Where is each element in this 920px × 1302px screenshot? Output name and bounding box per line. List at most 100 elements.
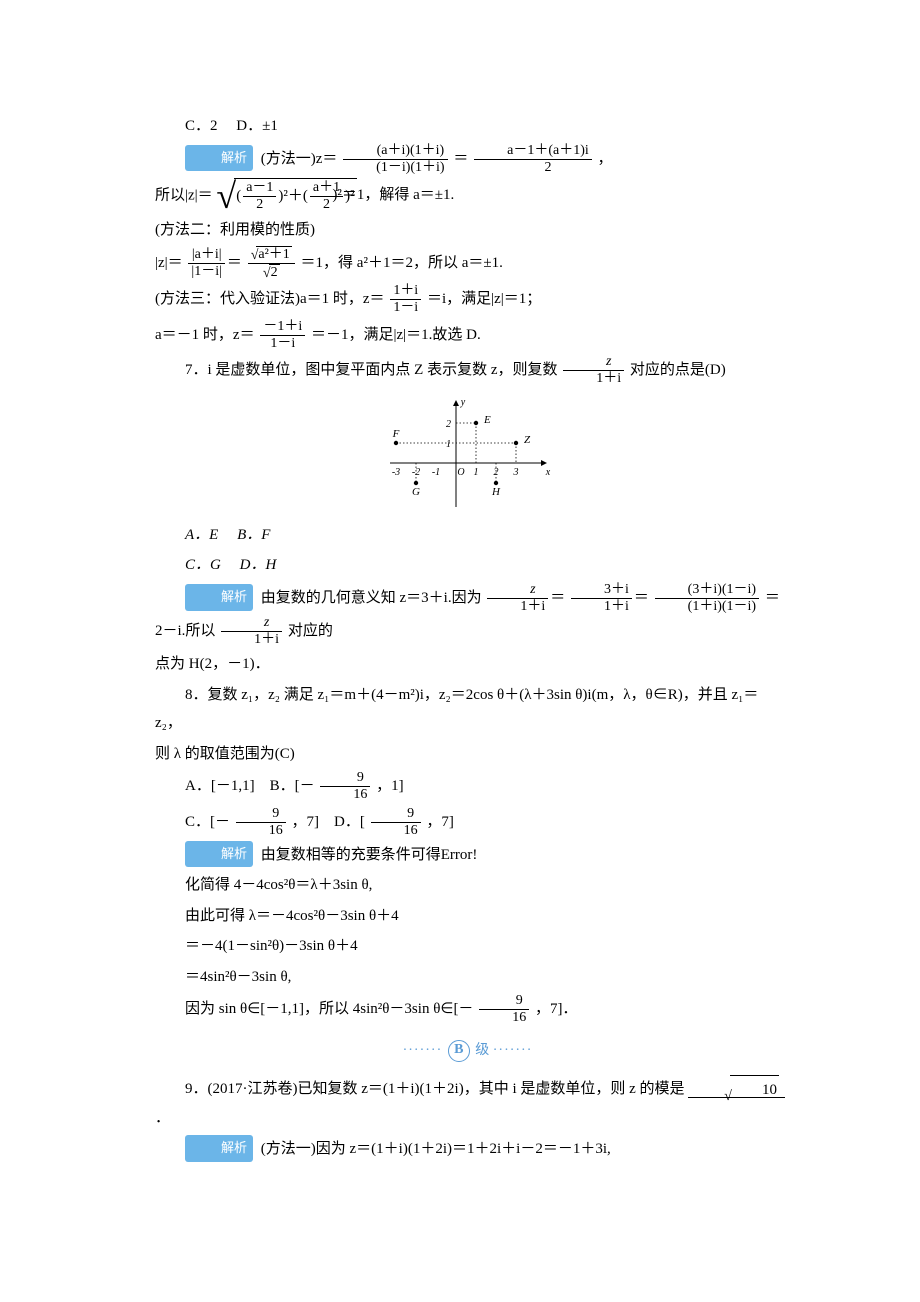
text: (方法三：代入验证法)a＝1 时，z＝: [155, 291, 385, 307]
denominator: (1－i)(1＋i): [343, 159, 447, 176]
numerator: (3＋i)(1－i): [655, 582, 759, 598]
analysis-badge: 解析: [185, 584, 253, 611]
q7-opt-c: C．G: [185, 557, 221, 573]
q7-options-cd: C．G D．H: [155, 551, 780, 580]
svg-text:x: x: [544, 467, 550, 478]
denominator: 1－i: [260, 335, 305, 352]
level-b-divider: ······· B 级 ·······: [155, 1038, 780, 1065]
fraction: 1＋i 1－i: [390, 283, 421, 316]
numerator: a－1: [243, 180, 276, 196]
denominator: 16: [371, 822, 421, 839]
q8-opt-ab: A．[－1,1] B．[－ 9 16 ，1]: [155, 770, 780, 803]
denominator: √2: [248, 263, 295, 281]
text: )²＝1，解得 a＝±1.: [332, 187, 454, 203]
denominator: 1＋i: [563, 370, 624, 387]
numerator: a－1＋(a＋1)i: [474, 143, 592, 159]
svg-text:H: H: [491, 486, 501, 498]
numerator: 9: [236, 806, 286, 822]
denominator: 16: [236, 822, 286, 839]
fraction: (3＋i)(1－i) (1＋i)(1－i): [655, 582, 759, 615]
fraction: (a＋i)(1＋i) (1－i)(1＋i): [343, 143, 447, 176]
sqrt-body: a²＋1: [256, 246, 291, 263]
denominator: 1－i: [390, 299, 421, 316]
denominator: 1＋i: [487, 598, 548, 615]
svg-text:2: 2: [493, 467, 498, 478]
q6-solution-1: 解析 (方法一)z＝ (a＋i)(1＋i) (1－i)(1＋i) ＝ a－1＋(…: [155, 143, 780, 176]
q7-stem: 7．i 是虚数单位，图中复平面内点 Z 表示复数 z，则复数 z 1＋i 对应的…: [155, 354, 780, 387]
text: A．[－1,1] B．[－: [185, 778, 315, 794]
svg-text:y: y: [459, 397, 465, 408]
sqrt-body: 10: [730, 1075, 779, 1105]
denominator: 1＋i: [571, 598, 632, 615]
text: ．: [155, 1110, 170, 1126]
fraction: 9 16: [371, 806, 421, 839]
svg-text:E: E: [483, 414, 491, 426]
fraction: z 1＋i: [221, 615, 282, 648]
text: 7．i 是虚数单位，图中复平面内点 Z 表示复数 z，则复数: [185, 362, 558, 378]
q8-stem-1: 8．复数 z₁，z₂ 满足 z₁＝m＋(4－m²)i，z₂＝2cos θ＋(λ＋…: [155, 681, 780, 738]
q6-solution-4: (方法三：代入验证法)a＝1 时，z＝ 1＋i 1－i ＝i，满足|z|＝1；: [155, 283, 780, 316]
q6-solution-5: a＝－1 时，z＝ －1＋i 1－i ＝－1，满足|z|＝1.故选 D.: [155, 319, 780, 352]
q8-opt-cd: C．[－ 9 16 ，7] D．[ 9 16 ，7]: [155, 806, 780, 839]
denominator: 2: [474, 159, 592, 176]
q6-opt-d: D．±1: [236, 118, 278, 134]
svg-text:-2: -2: [411, 467, 419, 478]
fraction: |a＋i| |1－i|: [188, 247, 225, 280]
numerator: (a＋i)(1＋i): [343, 143, 447, 159]
numerator: 1＋i: [390, 283, 421, 299]
text: (方法一)因为 z＝(1＋i)(1＋2i)＝1＋2i＋i－2＝－1＋3i,: [261, 1141, 611, 1157]
numerator: z: [563, 354, 624, 370]
svg-text:3: 3: [512, 467, 518, 478]
denominator: |1－i|: [188, 263, 225, 280]
fraction: 9 16: [479, 993, 529, 1026]
q9-solution: 解析 (方法一)因为 z＝(1＋i)(1＋2i)＝1＋2i＋i－2＝－1＋3i,: [155, 1135, 780, 1164]
q8-stem-2: 则 λ 的取值范围为(C): [155, 740, 780, 769]
denominator: (1＋i)(1－i): [655, 598, 759, 615]
text: ＝i，满足|z|＝1；: [427, 291, 541, 307]
fraction: z 1＋i: [563, 354, 624, 387]
svg-text:1: 1: [446, 439, 451, 450]
text: ＝1，得 a²＋1＝2，所以 a＝±1.: [301, 255, 503, 271]
fraction: 9 16: [320, 770, 370, 803]
dots-icon: ·······: [493, 1043, 533, 1058]
numerator: 9: [479, 993, 529, 1009]
numerator: |a＋i|: [188, 247, 225, 263]
q7-solution-2: 点为 H(2，－1)．: [155, 650, 780, 679]
svg-text:Z: Z: [524, 434, 531, 446]
text: 对应的: [288, 623, 333, 639]
denominator: 1＋i: [221, 631, 282, 648]
numerator: z: [221, 615, 282, 631]
fraction: 3＋i 1＋i: [571, 582, 632, 615]
q8-solution-4: ＝－4(1－sin²θ)－3sin θ＋4: [155, 932, 780, 961]
q7-opt-a: A．E: [185, 527, 218, 543]
numerator: 3＋i: [571, 582, 632, 598]
numerator: 9: [371, 806, 421, 822]
analysis-badge: 解析: [185, 841, 253, 868]
text: ＝－1，满足|z|＝1.故选 D.: [311, 327, 481, 343]
numerator: 9: [320, 770, 370, 786]
complex-plane-graph: -3-2-1 O 123 12 xy F E Z G H: [378, 395, 558, 515]
text: 对应的点是(D): [630, 362, 726, 378]
svg-text:O: O: [457, 467, 464, 478]
svg-text:G: G: [412, 486, 420, 498]
level-b-circle: B: [448, 1040, 470, 1062]
q8-solution-6: 因为 sin θ∈[－1,1]，所以 4sin²θ－3sin θ∈[－ 9 16…: [155, 993, 780, 1026]
q7-opt-b: B．F: [237, 527, 270, 543]
text: |z|＝: [155, 255, 183, 271]
q7-solution: 解析 由复数的几何意义知 z＝3＋i.因为 z 1＋i ＝ 3＋i 1＋i ＝ …: [155, 582, 780, 648]
fraction: a－1 2: [243, 180, 276, 213]
fraction: z 1＋i: [487, 582, 548, 615]
text: C．[－: [185, 814, 230, 830]
denominator: 2: [243, 196, 276, 213]
text: ，7]．: [535, 1001, 578, 1017]
denominator: 16: [479, 1009, 529, 1026]
text: 因为 sin θ∈[－1,1]，所以 4sin²θ－3sin θ∈[－: [185, 1001, 473, 1017]
numerator: －1＋i: [260, 319, 305, 335]
text: ，1]: [376, 778, 404, 794]
analysis-badge: 解析: [185, 145, 253, 172]
level-label: 级: [475, 1043, 489, 1058]
q8-solution-3: 由此可得 λ＝－4cos²θ－3sin θ＋4: [155, 902, 780, 931]
q6-solution-2: 所以|z|＝ √ ( a－1 2 )²＋( a＋1 2 )² )²＝1，解得 a…: [155, 178, 780, 214]
q7-opt-d: D．H: [240, 557, 277, 573]
dots-icon: ·······: [403, 1043, 443, 1058]
